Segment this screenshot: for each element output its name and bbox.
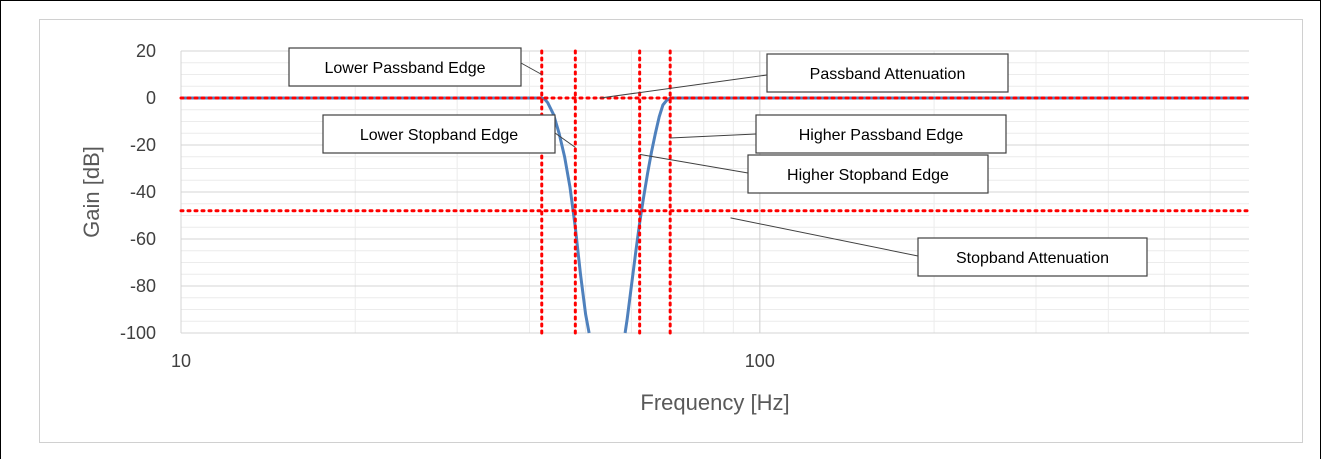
series-line [181,96,591,334]
y-tick-label: -20 [130,135,156,155]
callout-box [322,114,556,154]
y-tick-label: 0 [146,88,156,108]
callout-label: Lower Stopband Edge [360,127,518,144]
callout-leader [730,217,919,257]
callout-label: Stopband Attenuation [956,250,1109,267]
callout-box [917,237,1148,277]
callout-leader [600,74,768,99]
y-axis-title: Gain [dB] [79,146,104,238]
callout-label: Higher Passband Edge [799,127,964,144]
callout-label: Passband Attenuation [810,66,966,83]
callout-box [747,154,989,194]
x-tick-label: 10 [171,351,191,371]
x-tick-label: 100 [745,351,775,371]
series-line [623,96,1249,334]
callout-label: Lower Passband Edge [325,60,486,77]
callout-box [288,47,522,87]
callout-leader [670,133,757,139]
callout-box [766,53,1009,93]
y-tick-label: -80 [130,276,156,296]
callout-leader [639,153,749,174]
y-tick-label: -60 [130,229,156,249]
chart-area [39,19,1303,443]
y-tick-label: -40 [130,182,156,202]
callout-leader [554,132,576,148]
callout-label: Higher Stopband Edge [787,167,949,184]
y-tick-label: 20 [136,41,156,61]
callout-leader [520,62,542,75]
callout-box [755,114,1007,154]
y-tick-label: -100 [120,323,156,343]
x-axis-title: Frequency [Hz] [640,390,789,415]
